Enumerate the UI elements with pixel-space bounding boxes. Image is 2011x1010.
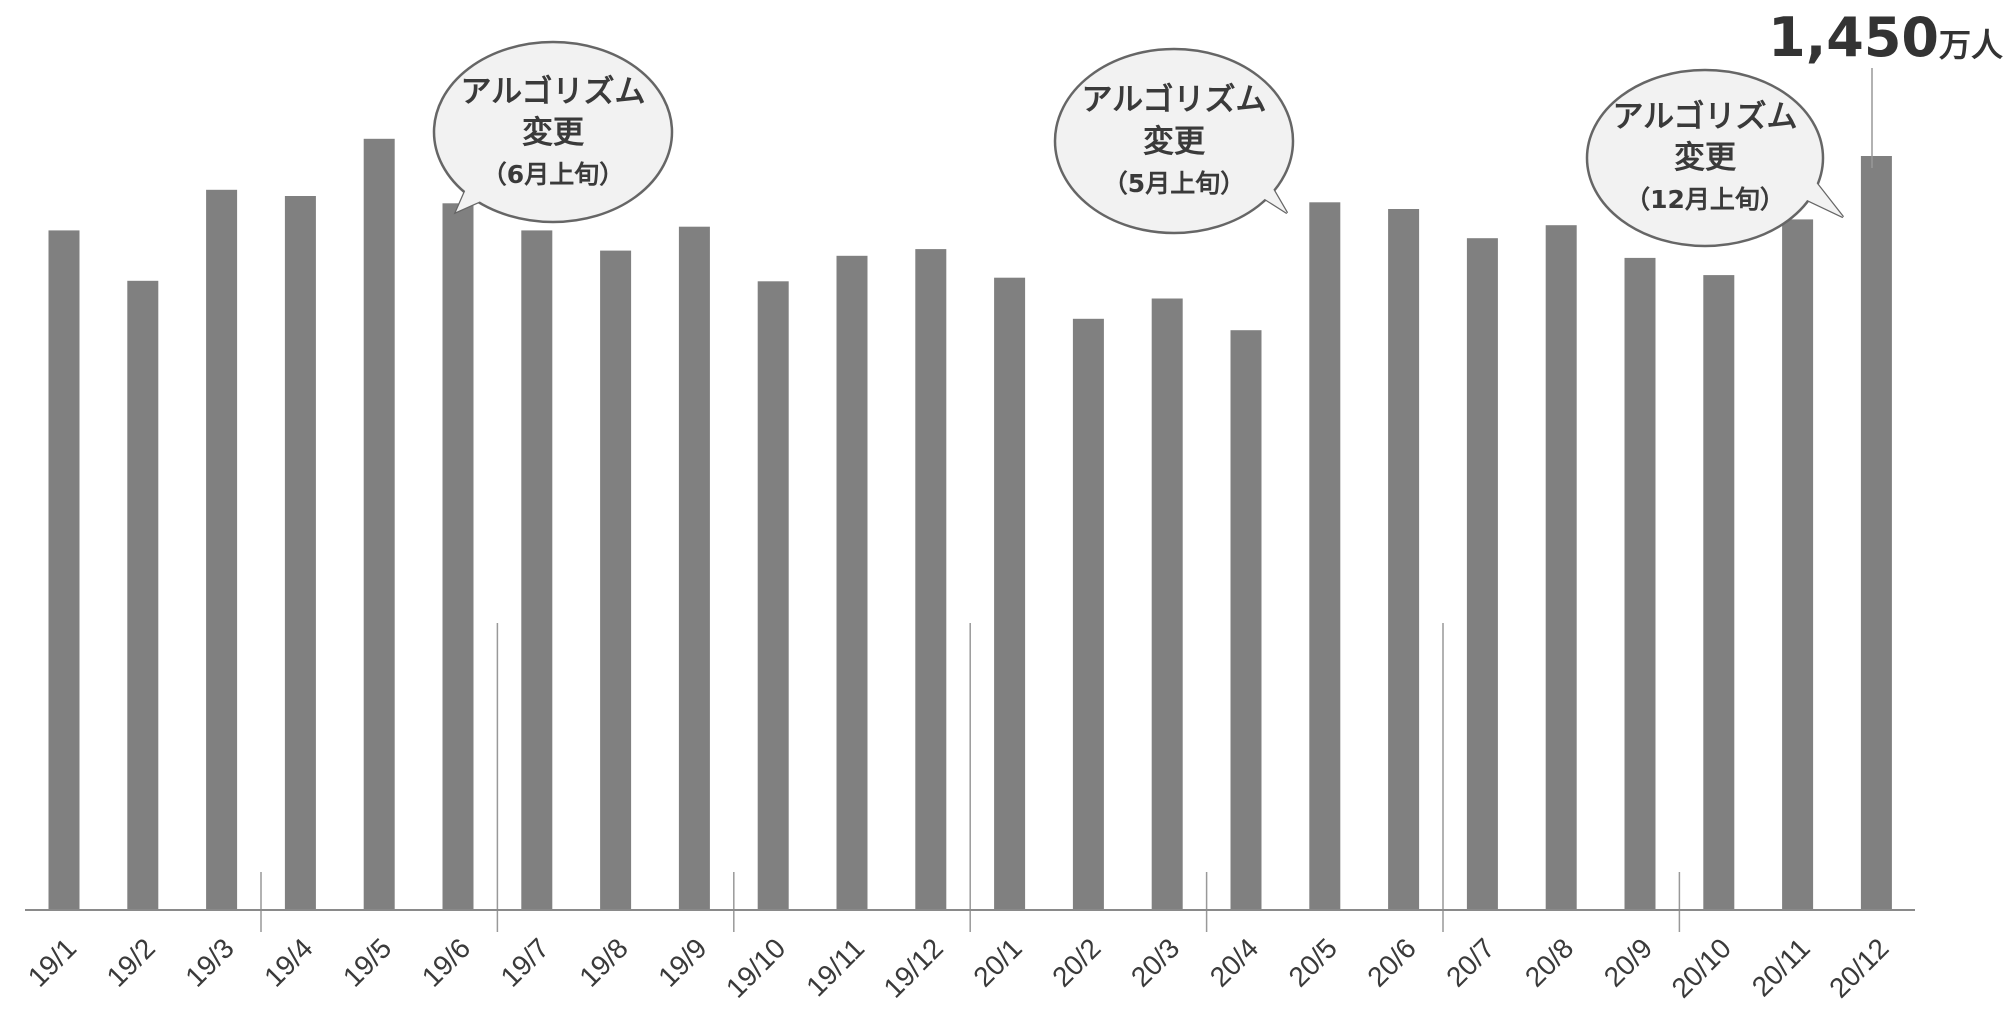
bar-20-7 (1466, 238, 1498, 910)
x-tick-label: 20/2 (1046, 932, 1106, 992)
callout-3-line2: 変更 (1674, 140, 1737, 176)
bar-20-2 (1072, 318, 1104, 910)
bar-20-12 (1860, 156, 1892, 910)
bar-20-9 (1624, 257, 1656, 910)
callout-bubble-3: アルゴリズム 変更 （12月上旬） (1585, 68, 1844, 248)
x-tick-label: 20/7 (1440, 932, 1500, 992)
bar-20-10 (1703, 275, 1735, 911)
x-tick-label: 20/10 (1666, 932, 1737, 1003)
callout-2-line2: 変更 (1143, 124, 1206, 160)
x-tick-label: 19/9 (652, 932, 712, 992)
callout-1-line3: （6月上旬） (482, 160, 624, 189)
bar-20-3 (1151, 298, 1183, 910)
bar-19-6 (442, 203, 474, 911)
x-tick-label: 19/11 (800, 932, 870, 1002)
x-tick-label: 20/6 (1361, 932, 1421, 992)
callout-bubble-1: アルゴリズム 変更 （6月上旬） (432, 40, 674, 224)
x-tick-labels: 19/1 19/2 19/3 19/4 19/5 19/6 19/7 19/8 19/9 19/1… (22, 932, 1895, 1003)
bar-19-8 (600, 250, 632, 911)
x-tick-label: 20/12 (1823, 932, 1894, 1003)
x-tick-label: 20/1 (967, 932, 1027, 992)
peak-value-label: 1,450万人 (1768, 6, 2003, 69)
bar-20-11 (1782, 219, 1814, 910)
bars-layer (48, 138, 1892, 911)
callout-3-line3: （12月上旬） (1625, 185, 1785, 214)
x-tick-label: 19/12 (878, 932, 949, 1003)
callout-bubble-2: アルゴリズム 変更 （5月上旬） (1053, 47, 1295, 235)
x-tick-label: 20/5 (1283, 932, 1343, 992)
bar-19-5 (363, 138, 395, 911)
x-tick-label: 20/3 (1125, 932, 1185, 992)
bar-20-1 (994, 277, 1026, 910)
x-tick-label: 20/4 (1204, 932, 1264, 992)
x-tick-label: 19/1 (22, 932, 82, 992)
bar-20-6 (1388, 209, 1420, 910)
x-tick-label: 19/8 (573, 932, 633, 992)
callout-3-line1: アルゴリズム (1612, 99, 1797, 135)
year-separators (260, 623, 1681, 932)
bar-20-5 (1309, 202, 1341, 911)
callout-2-line1: アルゴリズム (1081, 82, 1266, 118)
bar-19-3 (206, 189, 238, 911)
x-tick-label: 19/5 (337, 932, 397, 992)
bar-20-8 (1545, 225, 1577, 910)
x-tick-label: 20/11 (1746, 932, 1816, 1002)
callout-1-line1: アルゴリズム (460, 74, 645, 110)
callout-2-line3: （5月上旬） (1103, 169, 1245, 198)
peak-value-unit: 万人 (1939, 26, 2003, 64)
x-tick-label: 19/2 (101, 932, 161, 992)
x-tick-label: 19/4 (258, 932, 318, 992)
x-tick-label: 19/3 (179, 932, 239, 992)
bar-19-12 (915, 249, 947, 911)
x-tick-label: 19/6 (416, 932, 476, 992)
x-tick-label: 20/9 (1598, 932, 1658, 992)
bar-19-7 (521, 230, 553, 910)
bar-19-11 (836, 255, 868, 911)
bar-19-1 (48, 230, 80, 910)
bar-19-9 (678, 226, 710, 910)
peak-value-number: 1,450 (1768, 6, 1939, 69)
x-tick-label: 19/10 (720, 932, 791, 1003)
callout-1-line2: 変更 (522, 115, 585, 151)
x-tick-label: 20/8 (1519, 932, 1579, 992)
bar-20-4 (1230, 330, 1262, 910)
bar-19-10 (757, 281, 789, 910)
bar-19-2 (127, 280, 159, 910)
x-tick-label: 19/7 (495, 932, 555, 992)
bar-19-4 (284, 196, 316, 910)
